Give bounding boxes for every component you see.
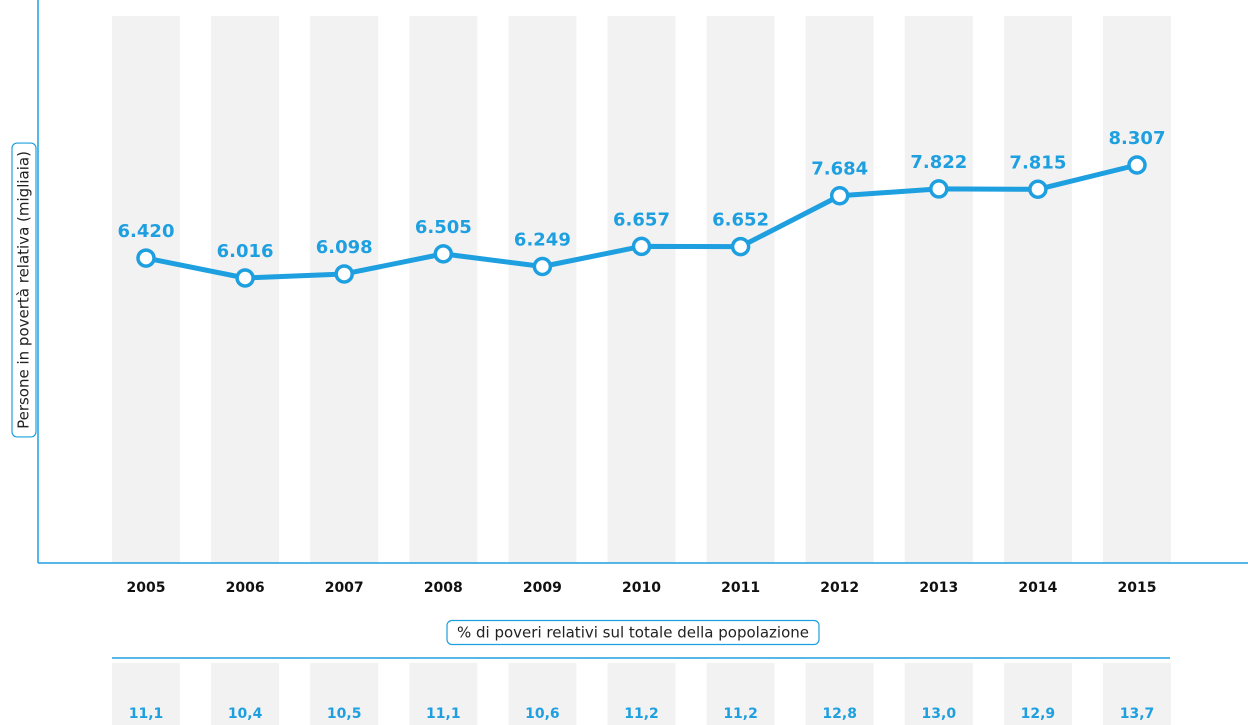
column-band	[211, 16, 280, 563]
percent-band	[112, 663, 180, 725]
column-band	[508, 16, 577, 563]
data-point	[929, 179, 949, 199]
percent-value: 12,8	[822, 706, 857, 722]
column-band	[607, 16, 676, 563]
x-tick-label: 2007	[325, 580, 364, 596]
data-label: 6.505	[415, 217, 472, 238]
data-point	[1028, 179, 1048, 200]
percent-band	[508, 663, 577, 725]
data-label: 6.657	[613, 209, 670, 230]
x-tick-label: 2015	[1118, 580, 1157, 596]
percent-band	[1103, 663, 1171, 725]
data-point	[1127, 155, 1147, 175]
x-tick-label: 2011	[721, 580, 760, 596]
data-point	[235, 268, 255, 288]
x-tick-label: 2014	[1018, 580, 1057, 596]
bands	[112, 16, 1171, 725]
percent-value: 10,4	[228, 706, 263, 722]
x-tick-label: 2013	[919, 580, 958, 596]
column-band	[310, 16, 379, 563]
y-axis-label: Persone in povertà relativa (migliaia)	[15, 151, 33, 429]
percent-value: 11,2	[624, 706, 659, 722]
data-point	[730, 236, 751, 257]
data-label: 6.098	[316, 237, 373, 258]
percent-band	[805, 663, 874, 725]
x-tick-label: 2008	[424, 580, 463, 596]
data-label: 7.815	[1009, 152, 1066, 173]
percent-band	[607, 663, 676, 725]
percent-band	[409, 663, 478, 725]
x-tick-label: 2006	[226, 580, 265, 596]
data-point	[334, 264, 354, 284]
percent-band	[211, 663, 280, 725]
percent-value: 13,0	[922, 706, 957, 722]
column-band	[112, 16, 180, 563]
data-label: 8.307	[1109, 128, 1166, 149]
x-tick-label: 2009	[523, 580, 562, 596]
data-point	[631, 236, 652, 257]
percent-band	[706, 663, 775, 725]
x-tick-label: 2010	[622, 580, 661, 596]
percent-value: 13,7	[1120, 706, 1155, 722]
percent-row-label: % di poveri relativi sul totale della po…	[457, 624, 809, 642]
column-band	[805, 16, 874, 563]
y-label-box	[11, 142, 37, 438]
data-label: 6.249	[514, 230, 571, 251]
percent-band	[310, 663, 379, 725]
data-point	[136, 248, 156, 268]
data-label: 6.420	[118, 221, 175, 242]
data-point	[433, 244, 454, 264]
data-label: 7.822	[910, 152, 967, 173]
percent-band	[904, 663, 973, 725]
column-band	[1003, 16, 1072, 563]
percent-value: 11,1	[129, 706, 164, 722]
data-label: 7.684	[811, 159, 868, 180]
percent-label-box	[446, 619, 820, 646]
column-band	[1103, 16, 1171, 563]
column-band	[409, 16, 478, 563]
x-tick-label: 2005	[127, 580, 166, 596]
percent-value: 10,6	[525, 706, 560, 722]
column-band	[904, 16, 973, 563]
percent-value: 10,5	[327, 706, 362, 722]
percent-value: 11,2	[723, 706, 758, 722]
percent-band	[1003, 663, 1072, 725]
data-label: 6.016	[217, 241, 274, 262]
data-label: 6.652	[712, 210, 769, 231]
data-point	[532, 256, 553, 277]
percent-value: 12,9	[1021, 706, 1056, 722]
data-point	[829, 185, 850, 206]
x-tick-label: 2012	[820, 580, 859, 596]
percent-value: 11,1	[426, 706, 461, 722]
column-band	[706, 16, 775, 563]
